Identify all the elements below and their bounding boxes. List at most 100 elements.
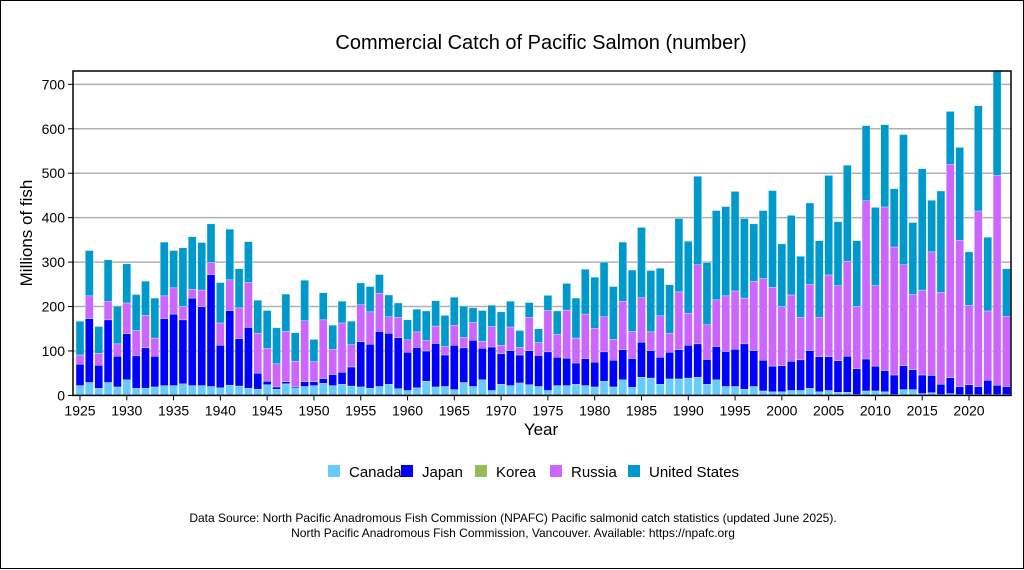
bar-russia-1970 (496, 344, 506, 354)
bar-russia-1968 (478, 340, 487, 349)
bar-united-states-1979 (581, 268, 590, 315)
legend-swatch (475, 465, 487, 477)
bar-russia-2011 (880, 206, 889, 371)
bar-russia-1978 (571, 337, 581, 364)
bar-japan-1967 (468, 340, 478, 387)
bar-japan-1963 (431, 343, 440, 388)
bar-japan-1932 (141, 347, 150, 389)
bar-japan-2013 (899, 365, 908, 390)
bar-japan-1933 (150, 356, 160, 388)
legend-swatch (328, 465, 340, 477)
bar-japan-2016 (927, 375, 936, 393)
bar-russia-2003 (805, 284, 815, 351)
bar-russia-1994 (721, 295, 730, 352)
y-tick-label: 600 (42, 121, 66, 137)
bar-japan-1982 (609, 360, 618, 388)
bar-united-states-1982 (609, 286, 618, 340)
bar-russia-1948 (291, 360, 300, 387)
bar-united-states-2003 (805, 202, 815, 285)
bar-japan-2003 (805, 350, 815, 389)
bar-canada-1985 (637, 376, 646, 396)
y-axis-label: Millions of fish (17, 180, 36, 287)
bar-russia-1998 (758, 278, 768, 361)
bar-russia-2024 (1002, 316, 1011, 387)
bar-united-states-1977 (562, 283, 571, 311)
bar-canada-1996 (740, 388, 749, 396)
bar-russia-2021 (974, 210, 983, 387)
bar-united-states-1936 (178, 247, 188, 307)
bar-canada-1970 (496, 384, 506, 396)
bar-russia-1959 (393, 316, 403, 338)
bar-russia-1955 (356, 304, 365, 342)
bar-russia-1987 (655, 315, 665, 358)
bar-united-states-1991 (693, 176, 702, 265)
bar-japan-2012 (889, 374, 899, 395)
bar-united-states-2008 (852, 240, 861, 307)
bar-canada-1982 (609, 386, 618, 396)
x-tick-label: 1995 (719, 402, 750, 418)
bar-russia-1977 (562, 309, 571, 359)
bar-canada-1942 (234, 385, 244, 396)
bar-united-states-2005 (824, 175, 833, 276)
bar-united-states-1968 (478, 310, 487, 342)
bar-russia-1946 (272, 363, 281, 388)
bar-japan-2023 (992, 384, 1002, 395)
bar-united-states-1942 (234, 268, 244, 309)
bar-japan-2020 (964, 384, 974, 395)
bar-united-states-1935 (169, 250, 178, 289)
bar-russia-1984 (627, 331, 637, 359)
bar-russia-2010 (871, 285, 880, 367)
bar-russia-2000 (777, 306, 787, 366)
bar-canada-1943 (244, 388, 253, 396)
bar-japan-1927 (94, 364, 103, 389)
bar-japan-1938 (197, 306, 206, 386)
bar-united-states-1985 (637, 227, 646, 298)
bar-canada-1952 (328, 385, 337, 396)
bar-united-states-1945 (262, 310, 272, 349)
bar-united-states-1941 (225, 229, 234, 281)
axes: 0 100 200 300 400 500 600 700 1925 1930 1935 1940 19… (42, 70, 1012, 418)
bar-united-states-1962 (422, 310, 431, 341)
x-tick-label: 2015 (907, 402, 938, 418)
bar-russia-2020 (964, 304, 974, 385)
bar-russia-1967 (468, 322, 478, 341)
bar-russia-1941 (225, 279, 234, 311)
bar-united-states-1954 (347, 320, 356, 345)
bar-canada-1955 (356, 386, 365, 396)
bar-canada-2003 (805, 388, 815, 396)
bar-japan-1958 (384, 332, 394, 385)
bar-canada-1958 (384, 384, 394, 396)
bar-russia-1986 (646, 331, 656, 351)
bar-united-states-1961 (412, 308, 422, 333)
bar-united-states-2020 (964, 251, 974, 306)
bar-japan-1949 (300, 381, 309, 387)
bar-united-states-1960 (403, 319, 412, 341)
bar-japan-2005 (824, 356, 833, 391)
bar-russia-2023 (992, 175, 1002, 386)
y-tick-label: 100 (42, 343, 66, 359)
legend-label: Korea (496, 464, 537, 481)
bar-japan-1989 (674, 349, 684, 380)
bar-canada-1956 (365, 388, 375, 396)
bar-canada-1961 (412, 387, 422, 396)
bars (75, 70, 1011, 396)
bar-united-states-1926 (85, 250, 94, 297)
bar-russia-2001 (787, 294, 796, 362)
legend-label: Canada (349, 464, 402, 481)
chart-title: Commercial Catch of Pacific Salmon (numb… (335, 32, 746, 54)
bar-japan-1979 (581, 358, 590, 386)
bar-japan-1962 (422, 350, 431, 382)
bar-russia-1975 (543, 310, 553, 353)
bar-canada-1964 (440, 386, 450, 396)
bar-united-states-1925 (75, 320, 85, 356)
bar-russia-1976 (553, 334, 562, 358)
bar-russia-1983 (618, 300, 627, 350)
bar-canada-1962 (422, 380, 431, 396)
bar-japan-1957 (375, 331, 384, 387)
bar-united-states-1939 (206, 223, 216, 263)
bar-russia-1934 (160, 295, 169, 319)
bar-japan-2007 (843, 356, 852, 393)
y-tick-label: 400 (42, 210, 66, 226)
bar-russia-1965 (450, 324, 459, 346)
bar-united-states-1951 (319, 292, 328, 321)
